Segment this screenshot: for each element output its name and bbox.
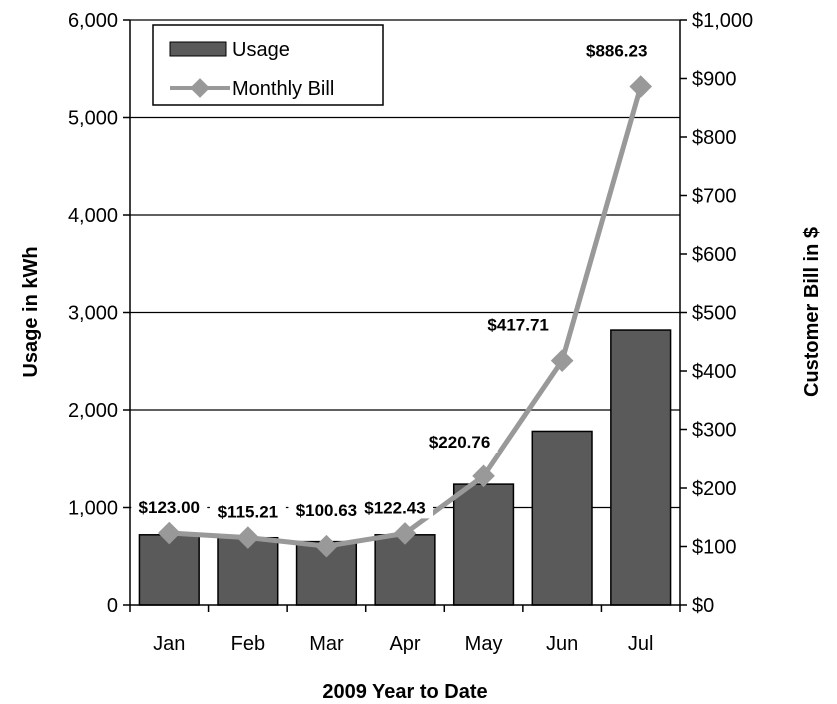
- bill-data-label: $115.21: [218, 503, 279, 522]
- bill-point-marker: [629, 75, 653, 98]
- bill-data-label: $886.23: [586, 42, 647, 61]
- left-tick-label: 6,000: [68, 10, 118, 32]
- usage-bar: [610, 329, 672, 606]
- left-axis-ticks: 0 1,000 2,000 3,000 4,000 5,000 6,000: [68, 10, 130, 617]
- usage-bars: [138, 329, 672, 606]
- left-tick-label: 3,000: [68, 303, 118, 325]
- right-tick-label: $200: [692, 478, 737, 500]
- right-tick-label: $0: [692, 595, 714, 617]
- bill-data-label-bg: [209, 501, 286, 523]
- right-tick-label: $300: [692, 420, 737, 442]
- x-tick-label: Jul: [628, 633, 654, 655]
- bill-point-marker: [550, 349, 574, 372]
- legend-box: [152, 24, 384, 106]
- bill-point-marker: [393, 522, 417, 545]
- bill-data-label: $417.71: [487, 316, 548, 335]
- right-tick-label: $600: [692, 244, 737, 266]
- left-tick-label: 1,000: [68, 498, 118, 520]
- right-tick-label: $900: [692, 69, 737, 91]
- y-axis-title: Usage in kWh: [20, 246, 42, 377]
- x-axis-ticks: Jan Feb Mar Apr May Jun Jul: [129, 605, 681, 655]
- right-tick-label: $500: [692, 303, 737, 325]
- right-tick-label: $800: [692, 127, 737, 149]
- usage-bar: [531, 430, 593, 606]
- left-tick-label: 5,000: [68, 108, 118, 130]
- left-tick-label: 0: [107, 595, 118, 617]
- x-tick-label: May: [465, 633, 503, 655]
- bill-data-label-bg: [578, 40, 655, 62]
- bill-data-label: $100.63: [296, 501, 357, 520]
- legend-bill-swatch-marker: [190, 78, 210, 98]
- y2-axis-title: Customer Bill in $: [801, 227, 823, 397]
- bill-data-label-bg: [421, 431, 498, 453]
- right-tick-label: $400: [692, 361, 737, 383]
- usage-bar: [138, 534, 200, 606]
- legend-usage-swatch: [169, 41, 227, 57]
- x-tick-label: Mar: [309, 633, 344, 655]
- right-axis-ticks: $0 $100 $200 $300 $400 $500 $600 $700 $800 $900 $1…: [680, 10, 753, 617]
- bill-data-label: $123.00: [139, 498, 200, 517]
- bill-point-marker: [472, 464, 495, 488]
- bill-data-labels: $123.00 $115.21 $100.63 $122.43 $220.76 $417.…: [131, 40, 655, 523]
- x-tick-label: Apr: [389, 633, 420, 655]
- legend-usage-label: Usage: [232, 39, 290, 61]
- right-tick-label: $100: [692, 537, 737, 559]
- right-tick-label: $1,000: [692, 10, 753, 32]
- usage-bar: [452, 483, 515, 606]
- x-tick-label: Feb: [231, 633, 265, 655]
- bill-data-label: $220.76: [429, 433, 490, 452]
- legend-bill-label: Monthly Bill: [232, 78, 334, 100]
- legend: Usage Monthly Bill: [152, 24, 384, 106]
- bill-data-label-bg: [357, 497, 433, 519]
- bill-point-marker: [315, 534, 338, 558]
- usage-bar: [374, 534, 436, 606]
- x-tick-label: Jun: [546, 633, 578, 655]
- bill-data-label: $122.43: [364, 498, 425, 517]
- x-axis-title: 2009 Year to Date: [322, 681, 487, 703]
- left-tick-label: 4,000: [68, 205, 118, 227]
- bill-data-label-bg: [480, 314, 557, 336]
- right-tick-label: $700: [692, 186, 737, 208]
- bill-data-label-bg: [288, 500, 365, 522]
- bill-data-label-bg: [131, 497, 208, 519]
- x-tick-label: Jan: [153, 633, 185, 655]
- left-tick-label: 2,000: [68, 400, 118, 422]
